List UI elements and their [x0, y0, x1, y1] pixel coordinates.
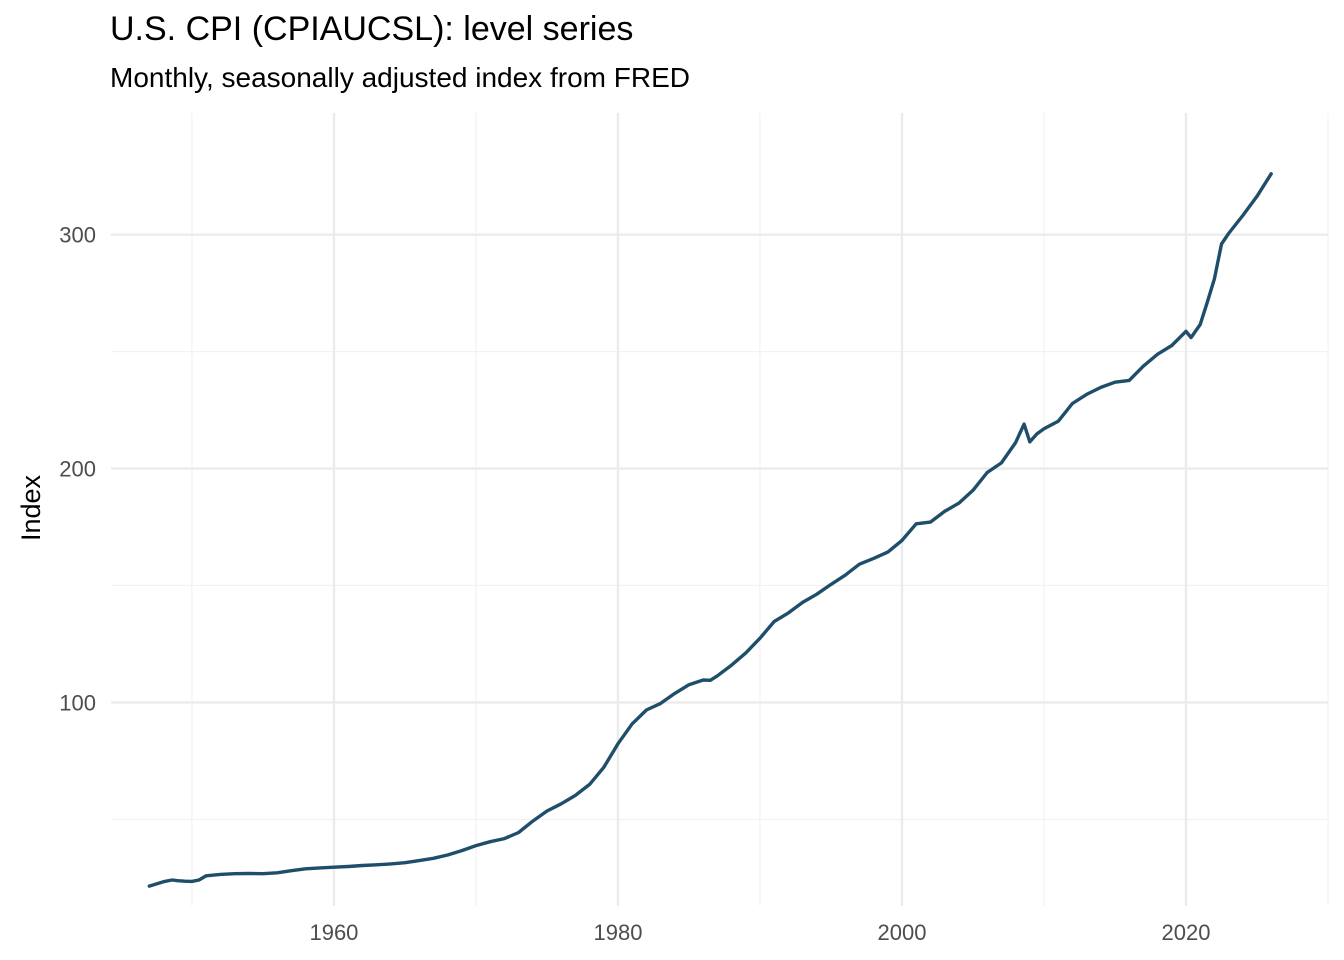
y-axis-ticks: 100 200 300: [59, 223, 96, 716]
x-axis-ticks: 1960 1980 2000 2020: [309, 920, 1210, 945]
y-tick-label: 200: [59, 457, 96, 482]
series-line: [147, 172, 1273, 888]
x-tick-label: 1980: [593, 920, 642, 945]
series-layer: [147, 172, 1273, 888]
x-tick-label: 2020: [1162, 920, 1211, 945]
x-tick-label: 2000: [878, 920, 927, 945]
y-axis-title: Index: [16, 474, 46, 541]
chart-subtitle: Monthly, seasonally adjusted index from …: [110, 62, 690, 93]
major-gridlines: [111, 113, 1328, 906]
y-tick-label: 100: [59, 690, 96, 715]
y-tick-label: 300: [59, 223, 96, 248]
minor-gridlines: [111, 113, 1329, 906]
x-tick-label: 1960: [309, 920, 358, 945]
chart-title: U.S. CPI (CPIAUCSL): level series: [110, 10, 634, 48]
